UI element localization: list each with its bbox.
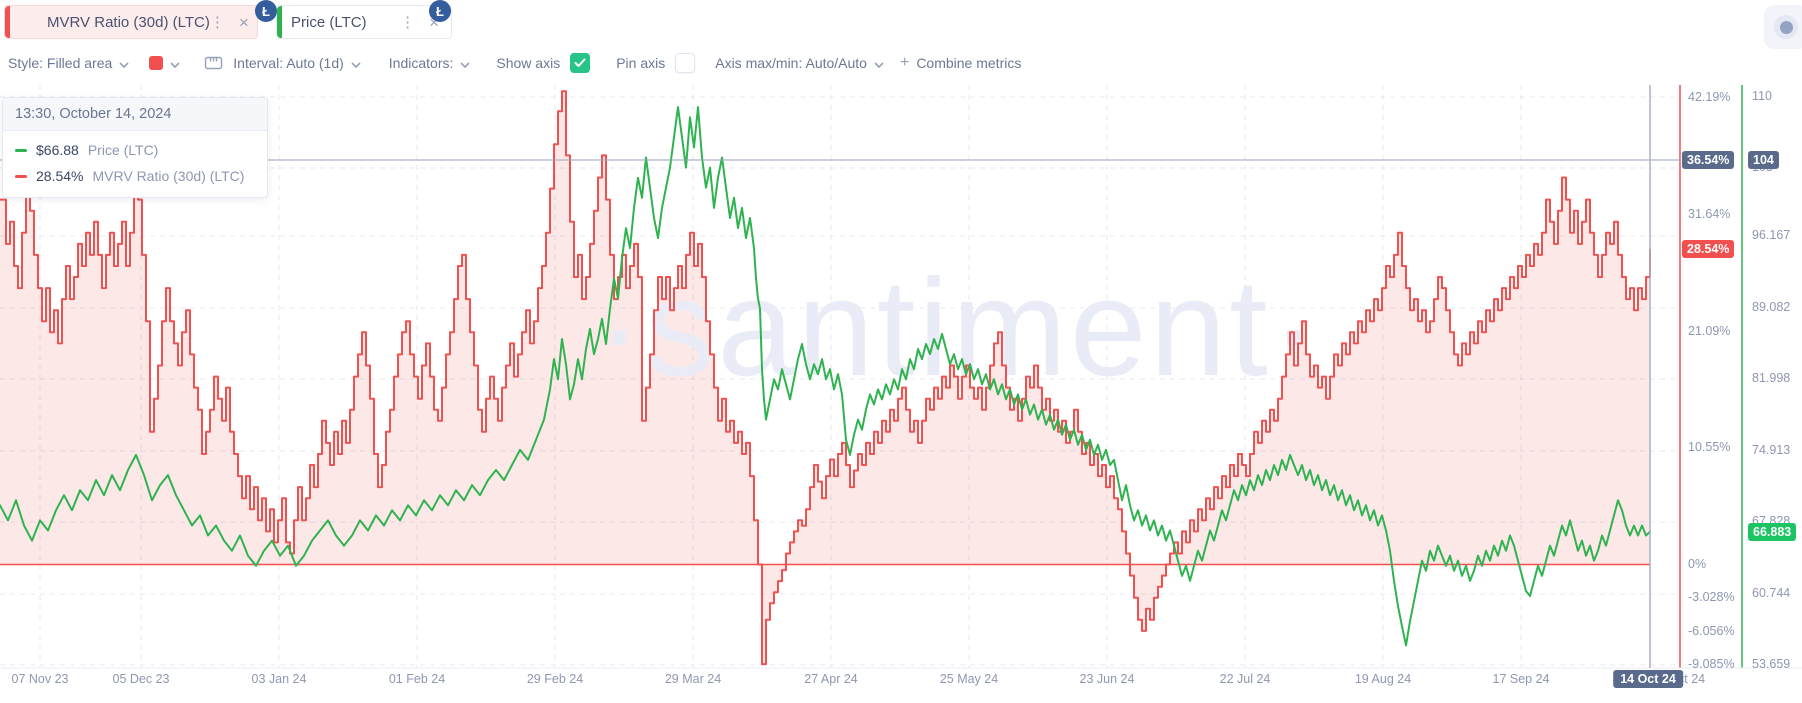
combine-metrics-button[interactable]: + Combine metrics (900, 54, 1021, 72)
axis-tick-label: 03 Jan 24 (251, 672, 307, 686)
axis-tick-label: 01 Feb 24 (388, 672, 446, 686)
close-icon[interactable]: × (238, 12, 249, 32)
show-axis-label: Show axis (496, 55, 561, 71)
axis-tick-label: 27 Apr 24 (804, 672, 858, 686)
axis-tick-label: -9.085% (1688, 657, 1735, 671)
latest-price-badge: 66.883 (1748, 523, 1797, 541)
axis-maxmin-label: Axis max/min: Auto/Auto (715, 55, 867, 71)
crosshair-price-badge: 104 (1748, 151, 1779, 169)
axis-tick-label: 0% (1688, 557, 1707, 571)
litecoin-badge-icon: Ł (429, 0, 451, 22)
axis-tick-label: 60.744 (1752, 586, 1791, 600)
tooltip-label: Price (LTC) (87, 142, 159, 158)
tab-label: Price (LTC) (291, 13, 367, 31)
pin-axis-checkbox[interactable] (675, 53, 696, 73)
litecoin-badge-icon: Ł (255, 0, 277, 22)
chevron-down-icon (460, 55, 470, 71)
axis-tick-label: 05 Dec 23 (112, 672, 170, 686)
tooltip-row-mvrv: 28.54% MVRV Ratio (30d) (LTC) (3, 163, 267, 189)
latest-mvrv-badge: 28.54% (1682, 240, 1735, 258)
close-icon[interactable]: × (429, 12, 439, 32)
chevron-down-icon (351, 55, 361, 71)
crosshair-date-badge: 14 Oct 24 (1613, 670, 1683, 688)
tooltip-label: MVRV Ratio (30d) (LTC) (92, 168, 245, 184)
combine-metrics-label: Combine metrics (916, 55, 1022, 71)
axis-tick-label: 31.64% (1688, 207, 1731, 221)
tooltip-row-price: $66.88 Price (LTC) (3, 137, 267, 163)
dot-icon (1779, 20, 1793, 34)
crosshair-percent-badge: 36.54% (1682, 151, 1735, 169)
series-color-swatch[interactable] (149, 56, 164, 70)
axis-tick-label: 42.19% (1688, 90, 1731, 104)
tab-accent-bar (5, 6, 10, 38)
indicators-dropdown[interactable]: Indicators: (389, 55, 471, 71)
axis-tick-label: 25 May 24 (939, 672, 999, 686)
series-dash-icon (15, 174, 27, 178)
series-dash-icon (15, 148, 27, 152)
tooltip-value: 28.54% (36, 168, 84, 184)
axis-tick-label: 89.082 (1752, 300, 1791, 314)
axis-tick-label: -3.028% (1688, 590, 1735, 604)
tooltip-value: $66.88 (36, 142, 79, 158)
axis-tick-label: 07 Nov 23 (11, 672, 69, 686)
axis-tick-label: 17 Sep 24 (1492, 672, 1550, 686)
axis-tick-label: 29 Feb 24 (526, 672, 584, 686)
indicators-dropdown-label: Indicators: (388, 55, 454, 71)
axis-tick-label: 110 (1752, 89, 1772, 103)
kebab-menu-icon[interactable]: ⋮ (400, 13, 416, 31)
axis-tick-label: 74.913 (1752, 443, 1791, 457)
style-dropdown-label: Style: Filled area (8, 55, 113, 71)
interval-icon (204, 55, 223, 71)
chevron-down-icon (119, 55, 129, 71)
axis-tick-label: 81.998 (1752, 371, 1791, 385)
pin-axis-label: Pin axis (616, 55, 666, 71)
tab-label: MVRV Ratio (30d) (LTC) (47, 13, 210, 31)
axis-tick-label: 21.09% (1688, 324, 1731, 338)
tab-price[interactable]: Price (LTC) ⋮ × (276, 5, 452, 39)
plus-icon: + (899, 54, 910, 71)
color-picker[interactable] (149, 55, 180, 71)
kebab-menu-icon[interactable]: ⋮ (209, 13, 225, 31)
axis-maxmin-dropdown[interactable]: Axis max/min: Auto/Auto (715, 55, 884, 71)
chevron-down-icon (874, 55, 884, 71)
interval-dropdown-label: Interval: Auto (1d) (233, 55, 344, 71)
axis-tick-label: 22 Jul 24 (1219, 672, 1271, 686)
panel-dot-button[interactable] (1764, 5, 1802, 49)
chart-toolbar: Style: Filled area Interval: Auto (1d) I… (0, 48, 1021, 78)
chevron-down-icon (170, 55, 180, 71)
axis-tick-label: 96.167 (1752, 228, 1791, 242)
style-dropdown[interactable]: Style: Filled area (8, 55, 129, 71)
tab-accent-bar (277, 6, 282, 38)
watermark: ·santiment· (596, 251, 1319, 405)
axis-tick-label: 53.659 (1752, 657, 1791, 671)
axis-tick-label: 19 Aug 24 (1354, 672, 1412, 686)
axis-tick-label: 23 Jun 24 (1079, 672, 1135, 686)
axis-tick-label: 10.55% (1688, 440, 1731, 454)
show-axis-checkbox[interactable] (570, 53, 591, 73)
axis-tick-label: -6.056% (1688, 624, 1735, 638)
checkmark-icon (574, 58, 586, 67)
chart-tooltip: 13:30, October 14, 2024 $66.88 Price (LT… (2, 97, 268, 198)
axis-tick-label: 29 Mar 24 (664, 672, 722, 686)
dot-ring-icon (1774, 15, 1798, 39)
interval-dropdown[interactable]: Interval: Auto (1d) (233, 55, 361, 71)
tab-mvrv-ratio[interactable]: MVRV Ratio (30d) (LTC) ⋮ × (4, 5, 258, 39)
tooltip-timestamp: 13:30, October 14, 2024 (3, 98, 267, 131)
